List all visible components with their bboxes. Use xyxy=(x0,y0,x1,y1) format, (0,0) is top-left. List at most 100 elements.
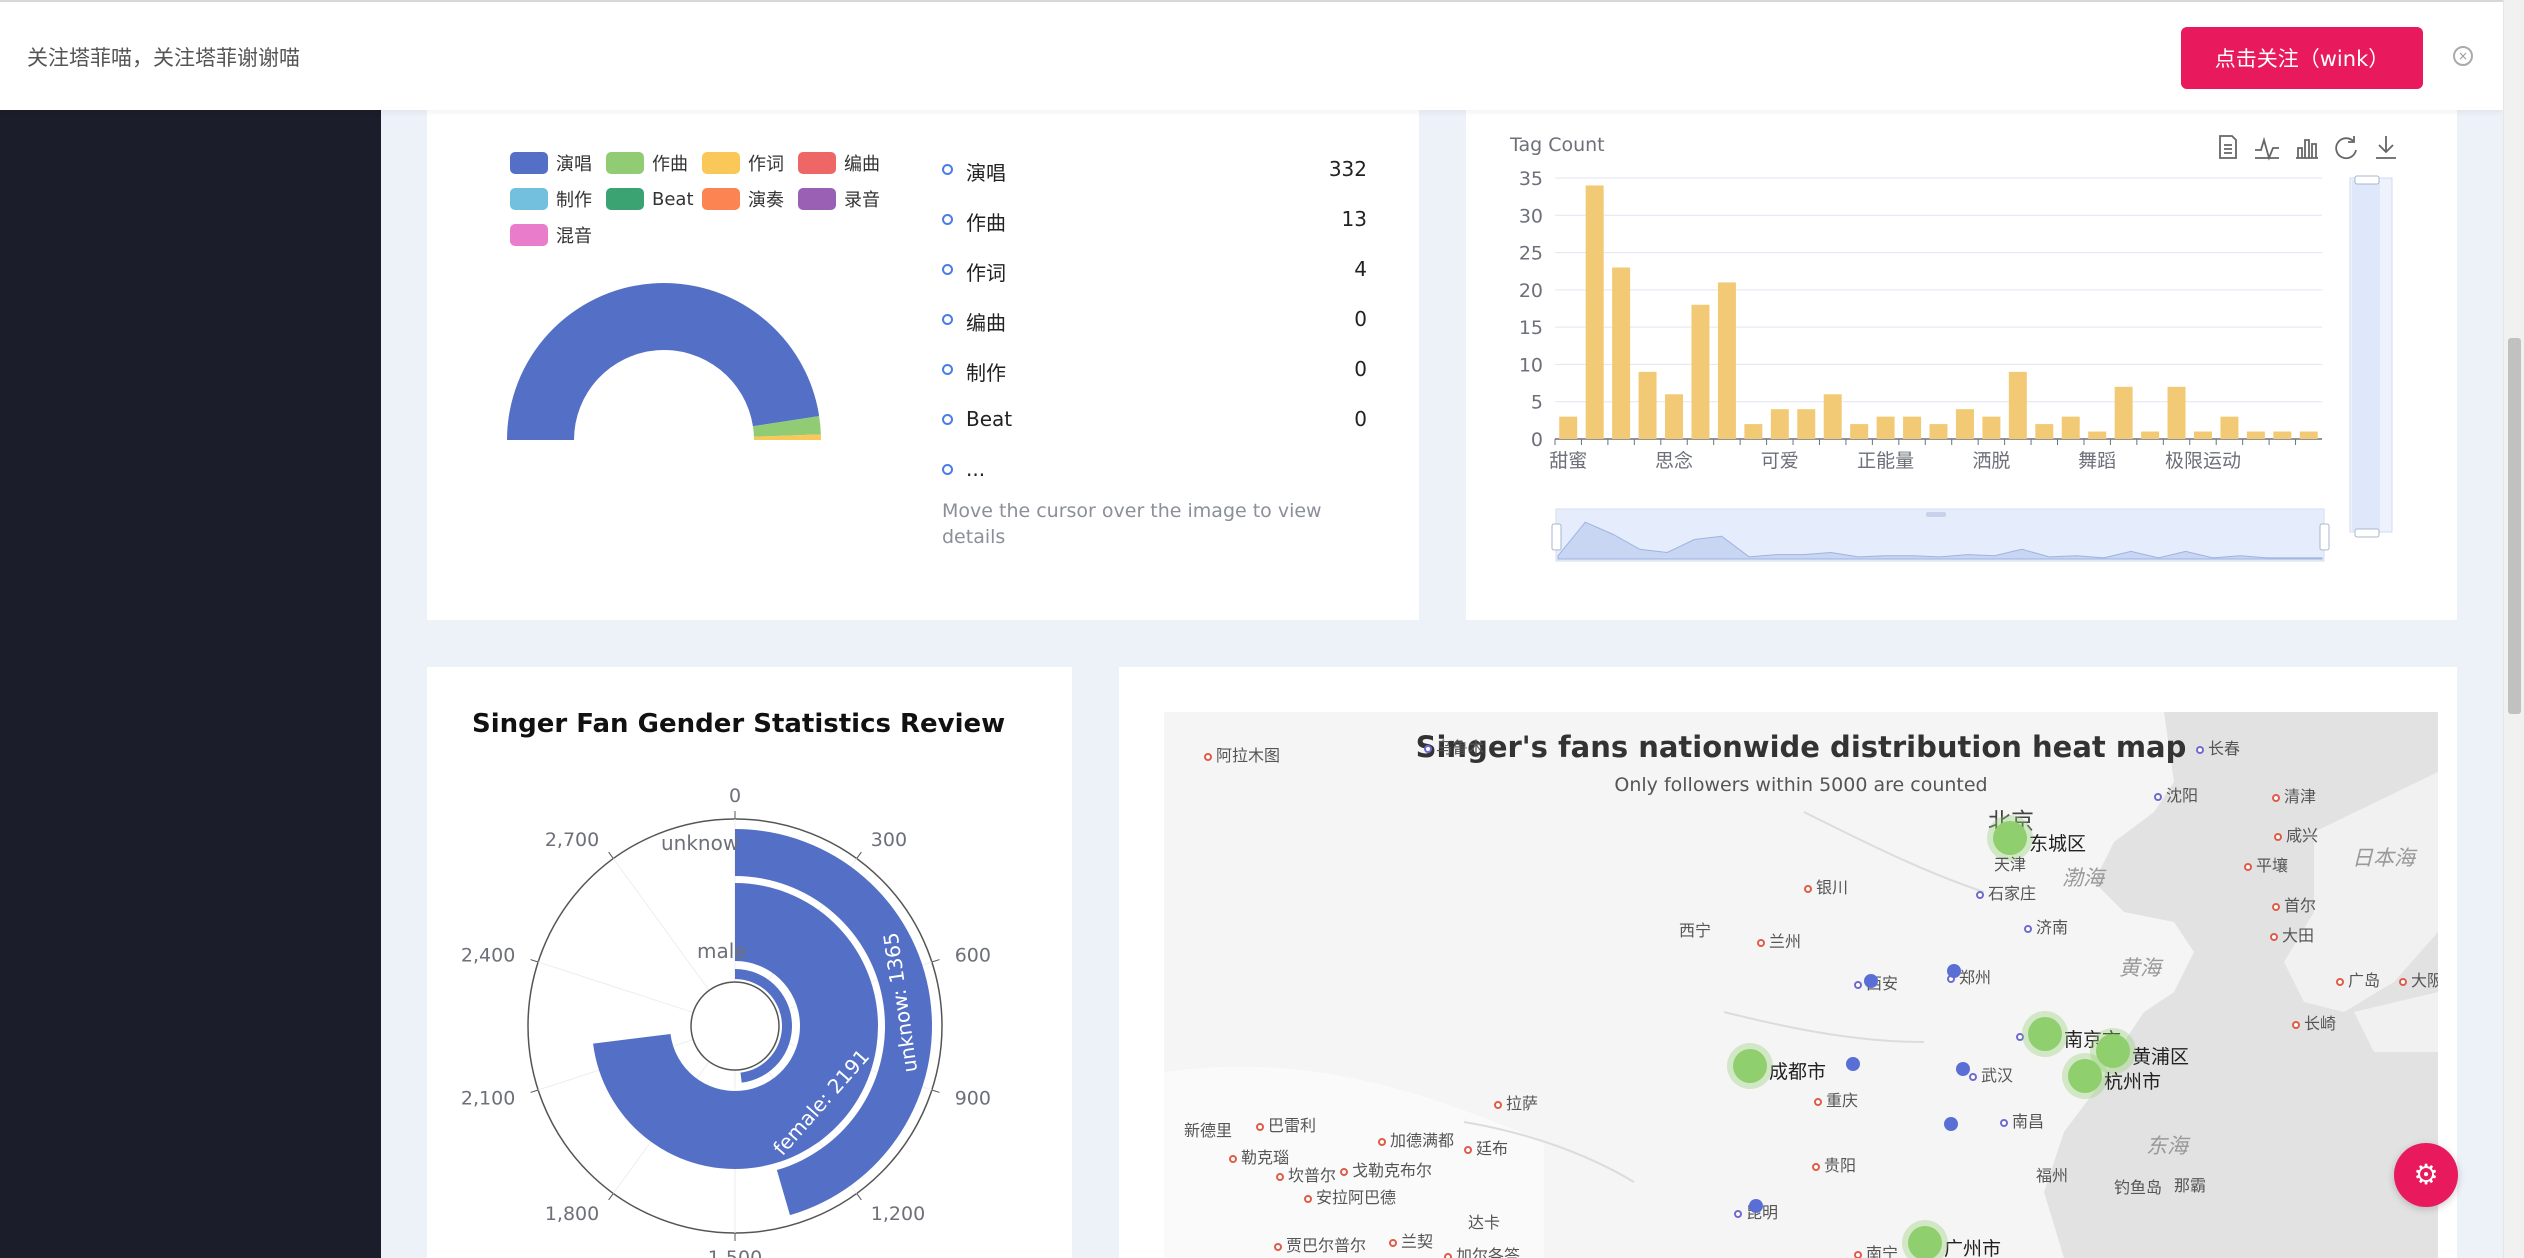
map-city-label[interactable]: 日本海 xyxy=(2352,846,2415,870)
tag-bar[interactable] xyxy=(1903,416,1922,439)
map-city-label[interactable]: 南宁 xyxy=(1854,1240,1898,1258)
role-list-item[interactable]: 编曲 0 xyxy=(942,305,1367,335)
tag-bar[interactable] xyxy=(1638,371,1657,439)
close-icon[interactable]: × xyxy=(2453,46,2473,66)
map-city-label[interactable]: 加尔各答 xyxy=(1444,1242,1520,1258)
fan-heat-dot[interactable] xyxy=(1846,1057,1860,1071)
legend-item[interactable]: 作词 xyxy=(702,152,784,175)
donut-slice[interactable] xyxy=(507,283,820,440)
gender-bar[interactable] xyxy=(735,969,793,1083)
tag-bar[interactable] xyxy=(1691,304,1710,439)
map-city-label[interactable]: 广岛 xyxy=(2336,967,2380,991)
tag-bar[interactable] xyxy=(2246,431,2265,439)
tag-bar[interactable] xyxy=(2220,416,2239,439)
map-city-label[interactable]: 贵阳 xyxy=(1812,1152,1856,1176)
map-city-label[interactable]: 东城区 xyxy=(1993,821,2086,856)
gender-bar[interactable] xyxy=(735,829,933,1216)
map-city-label[interactable]: 首尔 xyxy=(2272,892,2316,916)
fan-heat-dot[interactable] xyxy=(1749,1199,1763,1213)
horizontal-data-zoom[interactable] xyxy=(1551,508,2330,562)
map-city-label[interactable]: 南昌 xyxy=(2000,1108,2044,1132)
map-city-label[interactable]: 钓鱼岛 xyxy=(2114,1178,2163,1197)
fan-heat-dot[interactable] xyxy=(1947,964,1961,978)
data-view-icon[interactable] xyxy=(2219,135,2237,159)
tag-bar[interactable] xyxy=(1797,409,1816,439)
role-list-item[interactable]: 作曲 13 xyxy=(942,205,1367,235)
map-city-label[interactable]: 那霸 xyxy=(2174,1176,2207,1195)
tag-bar[interactable] xyxy=(2141,431,2160,439)
role-list-item[interactable]: 作词 4 xyxy=(942,255,1367,285)
legend-item[interactable]: 演奏 xyxy=(702,188,784,211)
vertical-data-zoom[interactable] xyxy=(2349,175,2393,538)
map-city-label[interactable]: 黄浦区 xyxy=(2096,1034,2189,1069)
role-list-item[interactable]: Beat 0 xyxy=(942,405,1367,435)
map-city-label[interactable]: 大田 xyxy=(2270,922,2314,946)
map-city-label[interactable]: 天津 xyxy=(1994,855,2027,874)
donut-slice[interactable] xyxy=(753,434,821,440)
tag-bar[interactable] xyxy=(1585,185,1604,439)
restore-icon[interactable] xyxy=(2335,136,2357,160)
tag-bar[interactable] xyxy=(1982,416,2001,439)
bar-switch-icon[interactable] xyxy=(2296,139,2318,159)
map-city-label[interactable]: 巴雷利 xyxy=(1256,1112,1316,1136)
map-city-label[interactable]: 戈勒克布尔 xyxy=(1340,1157,1432,1181)
map-city-label[interactable]: 平壤 xyxy=(2244,852,2288,876)
map-city-label[interactable]: 兰契 xyxy=(1389,1228,1433,1252)
map-city-label[interactable]: 清津 xyxy=(2272,783,2316,807)
tag-bar[interactable] xyxy=(2193,431,2212,439)
map-city-label[interactable]: 石家庄 xyxy=(1976,880,2036,904)
tag-bar[interactable] xyxy=(1850,424,1869,439)
page-scrollbar[interactable] xyxy=(2503,0,2524,1258)
tag-bar[interactable] xyxy=(1744,424,1763,439)
map-city-label[interactable]: 西宁 xyxy=(1679,921,1712,940)
tag-bar[interactable] xyxy=(1876,416,1895,439)
legend-item[interactable]: 录音 xyxy=(798,188,880,211)
gender-polar-chart[interactable]: 0 300 600 900 1,200 1,500 1,800 2,100 2,400 2,700… xyxy=(427,667,1072,1258)
map-city-label[interactable]: 长崎 xyxy=(2292,1010,2336,1034)
map-city-label[interactable]: 济南 xyxy=(2024,914,2068,938)
role-list-item[interactable]: 制作 0 xyxy=(942,355,1367,385)
map-city-label[interactable]: 重庆 xyxy=(1814,1087,1858,1111)
tag-bar[interactable] xyxy=(1770,409,1789,439)
legend-item[interactable]: Beat xyxy=(606,188,694,210)
tag-bar[interactable] xyxy=(1955,409,1974,439)
tag-bar[interactable] xyxy=(1717,282,1736,439)
gender-bar[interactable] xyxy=(593,883,879,1169)
map-city-label[interactable]: 勒克瑙 xyxy=(1229,1144,1289,1168)
map-city-label[interactable]: 咸兴 xyxy=(2274,822,2318,846)
tag-count-bar-chart[interactable]: Tag Count 0 5 10 15 20 25 30 35 甜蜜 思念 可爱 正能量 洒脱 舞蹈 极限… xyxy=(1466,110,2457,620)
map-city-label[interactable]: 大阪 xyxy=(2399,967,2438,991)
map-city-label[interactable]: 沈阳 xyxy=(2154,782,2198,806)
map-city-label[interactable]: 银川 xyxy=(1804,874,1848,898)
china-map[interactable]: Singer's fans nationwide distribution he… xyxy=(1164,712,2438,1258)
fan-heat-dot[interactable] xyxy=(1864,974,1878,988)
map-city-label[interactable]: 达卡 xyxy=(1468,1213,1501,1232)
tag-bar[interactable] xyxy=(1823,394,1842,439)
legend-item[interactable]: 演唱 xyxy=(510,152,592,175)
map-city-label[interactable]: 安拉阿巴德 xyxy=(1304,1184,1396,1208)
map-city-label[interactable]: 廷布 xyxy=(1464,1135,1508,1159)
map-city-label[interactable]: 渤海 xyxy=(2062,866,2104,890)
map-city-label[interactable]: 黄海 xyxy=(2119,956,2161,980)
map-city-label[interactable]: 杭州市 xyxy=(2068,1059,2161,1094)
map-city-label[interactable]: 武汉 xyxy=(1969,1062,2013,1086)
map-city-label[interactable]: 成都市 xyxy=(1733,1049,1826,1084)
map-city-label[interactable]: 新德里 xyxy=(1184,1121,1233,1140)
role-half-donut-chart[interactable] xyxy=(427,110,1419,620)
map-city-label[interactable]: 拉萨 xyxy=(1494,1090,1538,1114)
map-city-label[interactable]: 乌鲁木 xyxy=(1424,734,1484,758)
tag-bar[interactable] xyxy=(1665,394,1684,439)
map-city-label[interactable]: 福州 xyxy=(2036,1166,2069,1185)
map-city-label[interactable]: 贾巴尔普尔 xyxy=(1274,1232,1366,1256)
tag-bar[interactable] xyxy=(2061,416,2080,439)
tag-bar[interactable] xyxy=(1612,267,1631,439)
tag-bar[interactable] xyxy=(2008,371,2027,439)
donut-slice[interactable] xyxy=(752,416,821,437)
fan-heat-dot[interactable] xyxy=(1944,1117,1958,1131)
tag-bar[interactable] xyxy=(2114,386,2133,439)
map-city-label[interactable]: 兰州 xyxy=(1757,928,1801,952)
role-list-item[interactable]: ... xyxy=(942,455,1367,485)
tag-bar[interactable] xyxy=(1929,424,1948,439)
tag-bar[interactable] xyxy=(1559,416,1578,439)
tag-bar[interactable] xyxy=(2273,431,2292,439)
